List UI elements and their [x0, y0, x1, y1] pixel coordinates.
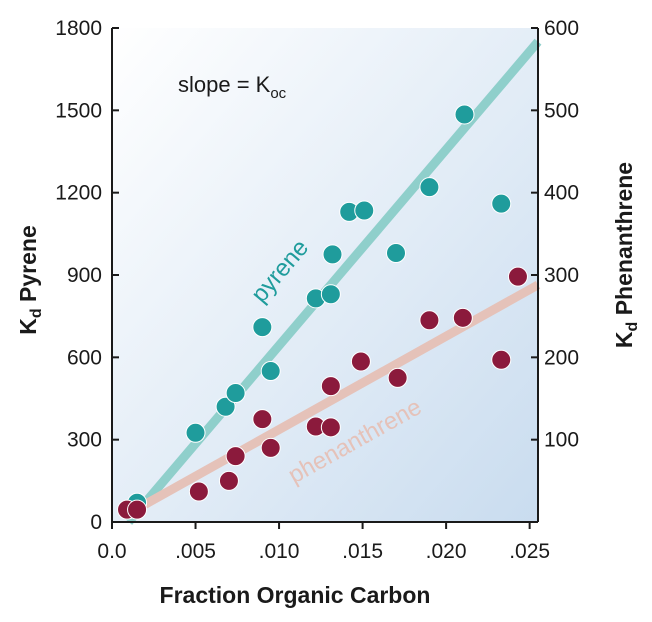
- right-y-tick-label: 200: [544, 346, 579, 369]
- x-tick-label: 0.0: [97, 540, 126, 563]
- left-y-tick-label: 1500: [55, 99, 102, 122]
- pyrene-point: [491, 193, 512, 214]
- phenanthrene-point: [419, 310, 440, 331]
- x-tick-label: .005: [175, 540, 216, 563]
- data-points: [117, 104, 528, 520]
- pyrene-point: [225, 383, 246, 404]
- right-y-tick-label: 600: [544, 17, 579, 40]
- left-y-title-sub: d: [28, 308, 45, 318]
- phenanthrene-point: [188, 481, 209, 502]
- pyrene-point: [260, 361, 281, 382]
- x-axis-title: Fraction Organic Carbon: [160, 582, 431, 608]
- right-y-tick-label: 400: [544, 182, 579, 205]
- x-tick-label: .025: [509, 540, 550, 563]
- pyrene-point: [185, 422, 206, 443]
- right-y-axis-title: Kd Phenanthrene: [611, 162, 641, 348]
- left-y-tick-label: 0: [90, 511, 102, 534]
- phenanthrene-point: [252, 409, 273, 430]
- phenanthrene-point: [127, 499, 148, 520]
- pyrene-point: [215, 396, 236, 417]
- left-y-title-base: K: [15, 318, 41, 335]
- pyrene-point: [354, 200, 375, 221]
- pyrene-point: [320, 284, 341, 305]
- phenanthrene-point: [320, 417, 341, 438]
- axis-ticks: 0 300 600 900 1200 1500 1800 100 200 300 400 500 600…: [55, 17, 579, 563]
- pyrene-point: [454, 104, 475, 125]
- left-y-tick-label: 900: [67, 264, 102, 287]
- pyrene-point: [252, 317, 273, 338]
- left-y-title-rest: Pyrene: [15, 225, 41, 308]
- phenanthrene-point: [350, 351, 371, 372]
- annotation-main: slope = K: [178, 72, 271, 97]
- right-y-title-base: K: [611, 331, 637, 348]
- x-tick-label: .015: [342, 540, 383, 563]
- annotation-sub: oc: [270, 85, 286, 102]
- phenanthrene-point: [507, 266, 528, 287]
- left-y-tick-label: 600: [67, 346, 102, 369]
- left-y-axis-title: Kd Pyrene: [15, 225, 45, 335]
- phenanthrene-point: [218, 470, 239, 491]
- phenanthrene-point: [225, 446, 246, 467]
- phenanthrene-point: [260, 437, 281, 458]
- right-y-title-sub: d: [624, 322, 641, 332]
- left-y-tick-label: 300: [67, 429, 102, 452]
- slope-annotation: slope = Koc: [178, 72, 287, 102]
- right-y-tick-label: 500: [544, 99, 579, 122]
- pyrene-point: [419, 177, 440, 198]
- phenanthrene-point: [491, 349, 512, 370]
- right-y-title-rest: Phenanthrene: [611, 162, 637, 322]
- phenanthrene-point: [387, 367, 408, 388]
- phenanthrene-point: [320, 376, 341, 397]
- right-y-tick-label: 300: [544, 264, 579, 287]
- x-tick-label: .010: [259, 540, 300, 563]
- phenanthrene-point: [452, 307, 473, 328]
- left-y-tick-label: 1800: [55, 17, 102, 40]
- left-y-tick-label: 1200: [55, 182, 102, 205]
- right-y-tick-label: 100: [544, 429, 579, 452]
- pyrene-point: [322, 244, 343, 265]
- x-tick-label: .020: [426, 540, 467, 563]
- pyrene-point: [386, 243, 406, 264]
